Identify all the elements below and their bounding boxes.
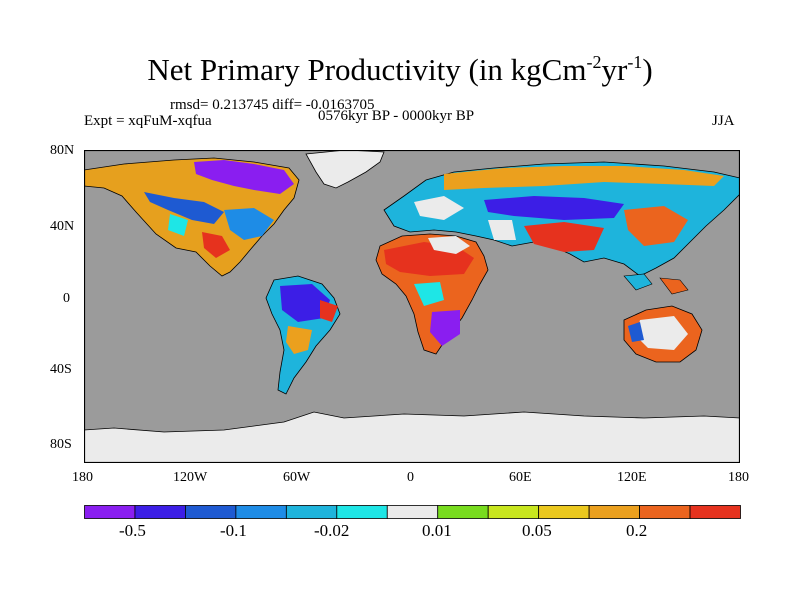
map-frame xyxy=(84,150,740,463)
lat-tick-80n: 80N xyxy=(50,143,75,158)
colorbar-label: -0.1 xyxy=(220,521,247,540)
borneo-landmass xyxy=(623,273,653,291)
north-africa-neutral-patch xyxy=(428,236,470,254)
south-asia-positive-patch xyxy=(524,222,604,252)
antarctica-landmass xyxy=(84,411,740,463)
central-asia-negative-patch xyxy=(484,196,624,220)
rmsd-diff-stats: rmsd= 0.213745 diff= -0.0163705 xyxy=(170,97,375,113)
colorbar-label: 0.2 xyxy=(626,521,648,540)
colorbar-label: 0.01 xyxy=(422,521,452,540)
brazil-east-positive-patch xyxy=(320,300,338,322)
colorbar-boxes xyxy=(84,505,741,519)
lon-tick-60w: 60W xyxy=(283,470,311,485)
lon-tick-120e: 120E xyxy=(617,470,647,485)
colorbar-swatch xyxy=(336,505,388,519)
lon-tick-120w: 120W xyxy=(173,470,208,485)
australia-interior-patch xyxy=(636,316,688,350)
na-east-patch xyxy=(224,208,274,240)
lat-tick-40s: 40S xyxy=(50,362,72,377)
europe-neutral-patch xyxy=(414,196,464,220)
colorbar-swatch xyxy=(437,505,489,519)
australia-west-patch xyxy=(628,322,644,342)
lat-tick-80s: 80S xyxy=(50,437,72,452)
na-central-negative-patch xyxy=(144,192,224,224)
colorbar-swatch xyxy=(538,505,590,519)
east-asia-positive-patch xyxy=(624,206,688,246)
map-title: Net Primary Productivity (in kgCm-2yr-1) xyxy=(147,52,653,87)
colorbar-swatch xyxy=(487,505,540,519)
lon-tick-180-left: 180 xyxy=(72,470,93,485)
experiment-label: Expt = xqFuM-xqfua xyxy=(84,113,212,129)
lat-tick-40n: 40N xyxy=(50,219,75,234)
sa-south-positive-patch xyxy=(286,326,312,354)
colorbar-swatch xyxy=(134,505,186,519)
lon-tick-180-right: 180 xyxy=(728,470,749,485)
na-arctic-negative-patch xyxy=(194,160,294,194)
colorbar-swatch xyxy=(185,505,237,519)
colorbar-label: -0.02 xyxy=(314,521,350,540)
new-guinea-landmass xyxy=(659,277,689,295)
southern-africa-negative-patch xyxy=(430,310,460,346)
npp-difference-map xyxy=(84,150,740,463)
siberia-positive-band xyxy=(444,166,724,190)
na-west-patch xyxy=(168,214,188,236)
lat-tick-0: 0 xyxy=(63,291,70,306)
colorbar-swatch xyxy=(639,505,691,519)
colorbar-label: -0.5 xyxy=(119,521,146,540)
colorbar-swatch xyxy=(235,505,287,519)
colorbar-swatch xyxy=(689,505,741,519)
colorbar-label: 0.05 xyxy=(522,521,552,540)
colorbar-swatch xyxy=(588,505,640,519)
colorbar-swatch xyxy=(386,505,439,519)
arabia-neutral-patch xyxy=(488,220,516,240)
colorbar-swatch xyxy=(84,505,136,519)
na-southeast-positive-patch xyxy=(202,232,230,258)
lon-tick-0: 0 xyxy=(407,470,414,485)
season-label: JJA xyxy=(712,113,735,129)
period-label: 0576kyr BP - 0000kyr BP xyxy=(318,108,475,124)
colorbar xyxy=(84,505,741,519)
lon-tick-60e: 60E xyxy=(509,470,532,485)
central-africa-patch xyxy=(414,282,444,306)
amazon-negative-patch xyxy=(280,284,330,322)
colorbar-swatch xyxy=(285,505,338,519)
